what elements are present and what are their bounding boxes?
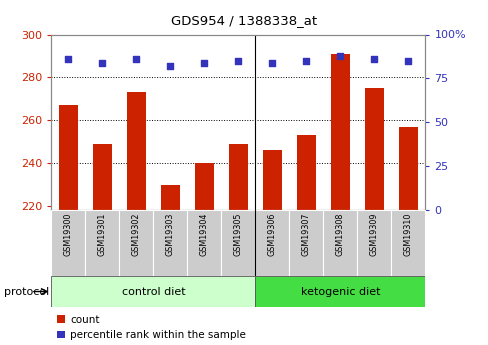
Text: ketogenic diet: ketogenic diet <box>300 287 379 296</box>
Point <box>302 58 310 64</box>
Text: GSM19310: GSM19310 <box>403 213 412 256</box>
Bar <box>289 210 323 276</box>
Bar <box>187 210 221 276</box>
Bar <box>323 210 357 276</box>
Bar <box>195 163 213 210</box>
Bar <box>153 210 187 276</box>
Point <box>404 58 411 64</box>
Point <box>98 60 106 66</box>
Legend: count, percentile rank within the sample: count, percentile rank within the sample <box>57 315 245 340</box>
Text: GSM19304: GSM19304 <box>200 213 208 256</box>
Point <box>64 56 72 62</box>
Bar <box>119 210 153 276</box>
Point <box>370 56 378 62</box>
Bar <box>51 276 255 307</box>
Point <box>234 58 242 64</box>
Bar <box>296 135 315 210</box>
Text: GSM19303: GSM19303 <box>165 213 175 256</box>
Text: GSM19301: GSM19301 <box>98 213 107 256</box>
Bar <box>263 150 281 210</box>
Point <box>166 63 174 69</box>
Bar <box>51 210 85 276</box>
Bar <box>330 54 349 210</box>
Bar <box>365 88 383 210</box>
Point <box>200 60 208 66</box>
Bar <box>85 210 119 276</box>
Bar <box>59 105 78 210</box>
Point <box>268 60 276 66</box>
Text: protocol: protocol <box>3 287 49 296</box>
Bar <box>255 210 289 276</box>
Text: GSM19306: GSM19306 <box>267 213 276 256</box>
Bar <box>255 276 425 307</box>
Point <box>336 53 344 58</box>
Bar <box>398 127 417 210</box>
Text: GSM19302: GSM19302 <box>132 213 141 256</box>
Text: GSM19307: GSM19307 <box>301 213 310 256</box>
Text: GSM19309: GSM19309 <box>369 213 378 256</box>
Text: GSM19305: GSM19305 <box>233 213 243 256</box>
Bar <box>161 185 180 210</box>
Bar <box>221 210 255 276</box>
Text: GSM19308: GSM19308 <box>335 213 344 256</box>
Bar <box>357 210 390 276</box>
Point <box>132 56 140 62</box>
Bar <box>93 144 111 210</box>
Text: GDS954 / 1388338_at: GDS954 / 1388338_at <box>171 14 317 27</box>
Bar <box>127 92 145 210</box>
Text: GSM19300: GSM19300 <box>64 213 73 256</box>
Bar <box>228 144 247 210</box>
Text: control diet: control diet <box>122 287 185 296</box>
Bar <box>390 210 425 276</box>
